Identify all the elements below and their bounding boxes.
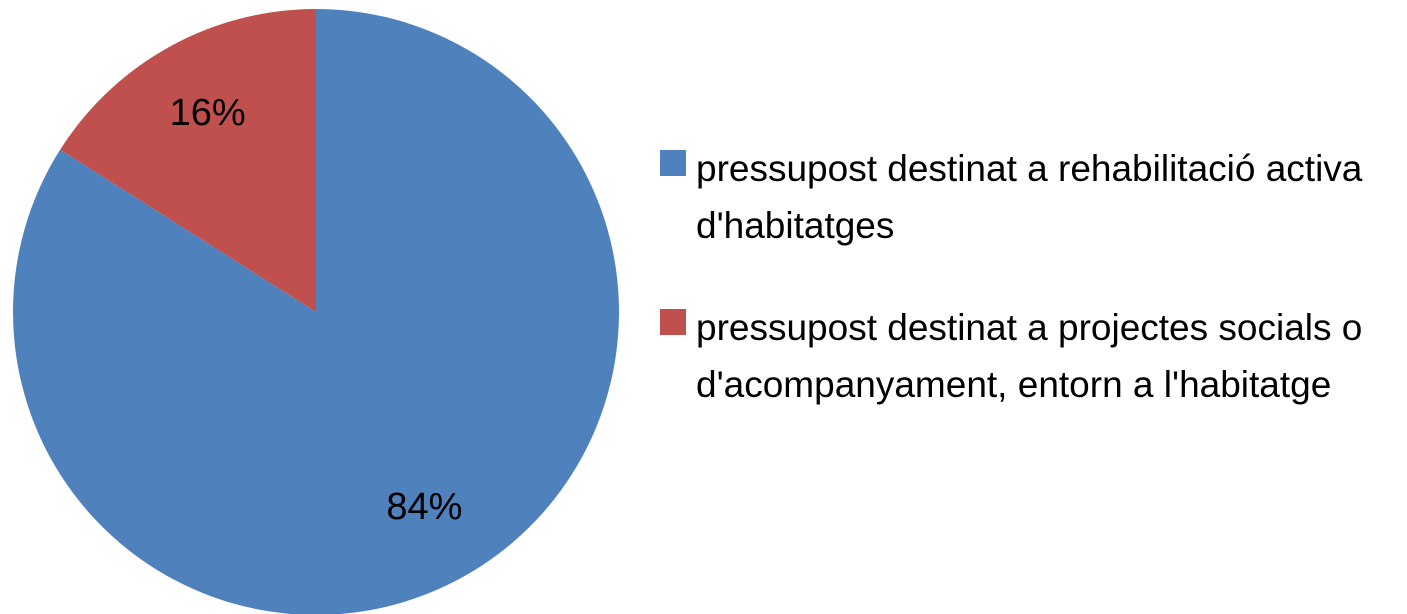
legend-swatch: [660, 309, 686, 335]
pie-slice: [13, 9, 619, 614]
chart: 84% 16%: [13, 9, 619, 614]
legend-item: pressupost destinat a projectes socials …: [660, 299, 1400, 413]
data-label: 16%: [170, 92, 246, 134]
data-label: 84%: [386, 486, 462, 528]
legend-label: pressupost destinat a projectes socials …: [696, 307, 1363, 405]
legend-item: pressupost destinat a rehabilitació acti…: [660, 140, 1400, 254]
legend-swatch: [660, 150, 686, 176]
legend: pressupost destinat a rehabilitació acti…: [660, 140, 1400, 458]
pie-slice: [60, 9, 316, 312]
legend-label: pressupost destinat a rehabilitació acti…: [696, 148, 1363, 246]
